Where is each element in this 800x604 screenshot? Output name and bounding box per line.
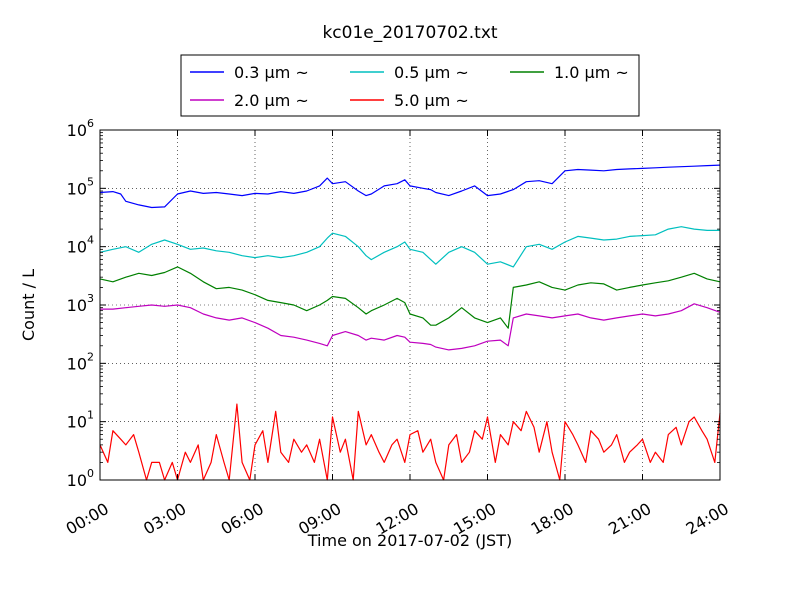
y-tick-exponent: 6	[87, 117, 94, 130]
x-tick-label: 24:00	[683, 499, 732, 539]
y-tick-exponent: 0	[87, 467, 94, 480]
y-tick-base: 10	[67, 413, 87, 432]
legend-label-4: 5.0 μm ~	[394, 91, 469, 110]
y-tick-exponent: 4	[87, 234, 94, 247]
x-tick-label: 21:00	[605, 499, 654, 539]
legend: 0.3 μm ~ 0.5 μm ~ 1.0 μm ~ 2.0 μm ~ 5.0 μm ~	[180, 54, 640, 117]
x-tick-label: 18:00	[528, 499, 577, 539]
y-tick-exponent: 5	[87, 175, 94, 188]
y-tick-label: 101	[67, 409, 94, 432]
y-axis-label: Count / L	[19, 269, 38, 341]
x-tick-label: 00:00	[63, 499, 112, 539]
series-line-2	[99, 266, 721, 329]
y-tick-label: 102	[67, 350, 94, 373]
x-tick-label: 06:00	[218, 499, 267, 539]
y-tick-base: 10	[67, 296, 87, 315]
series-lines	[99, 164, 721, 481]
y-tick-exponent: 3	[87, 292, 94, 305]
x-axis-label: Time on 2017-07-02 (JST)	[307, 531, 512, 550]
chart-title: kc01e_20170702.txt	[322, 23, 497, 43]
y-tick-base: 10	[67, 238, 87, 257]
legend-label-3: 2.0 μm ~	[234, 91, 309, 110]
legend-label-1: 0.5 μm ~	[394, 63, 469, 82]
axis-ticks	[99, 129, 721, 481]
y-tick-label: 103	[67, 292, 94, 315]
y-tick-label: 105	[67, 175, 94, 198]
y-tick-base: 10	[67, 471, 87, 490]
y-tick-base: 10	[67, 121, 87, 140]
legend-label-2: 1.0 μm ~	[554, 63, 629, 82]
legend-label-0: 0.3 μm ~	[234, 63, 309, 82]
series-line-3	[100, 303, 721, 351]
y-tick-base: 10	[67, 179, 87, 198]
grid-lines	[100, 130, 720, 480]
series-line-0	[99, 164, 721, 209]
y-tick-label: 106	[67, 117, 94, 140]
series-line-1	[99, 226, 720, 268]
y-tick-label: 104	[67, 234, 94, 257]
y-tick-exponent: 2	[87, 350, 94, 363]
y-tick-label: 100	[67, 467, 94, 490]
y-tick-base: 10	[67, 354, 87, 373]
x-tick-label: 03:00	[140, 499, 189, 539]
legend-box	[180, 54, 640, 117]
y-tick-exponent: 1	[87, 409, 94, 422]
